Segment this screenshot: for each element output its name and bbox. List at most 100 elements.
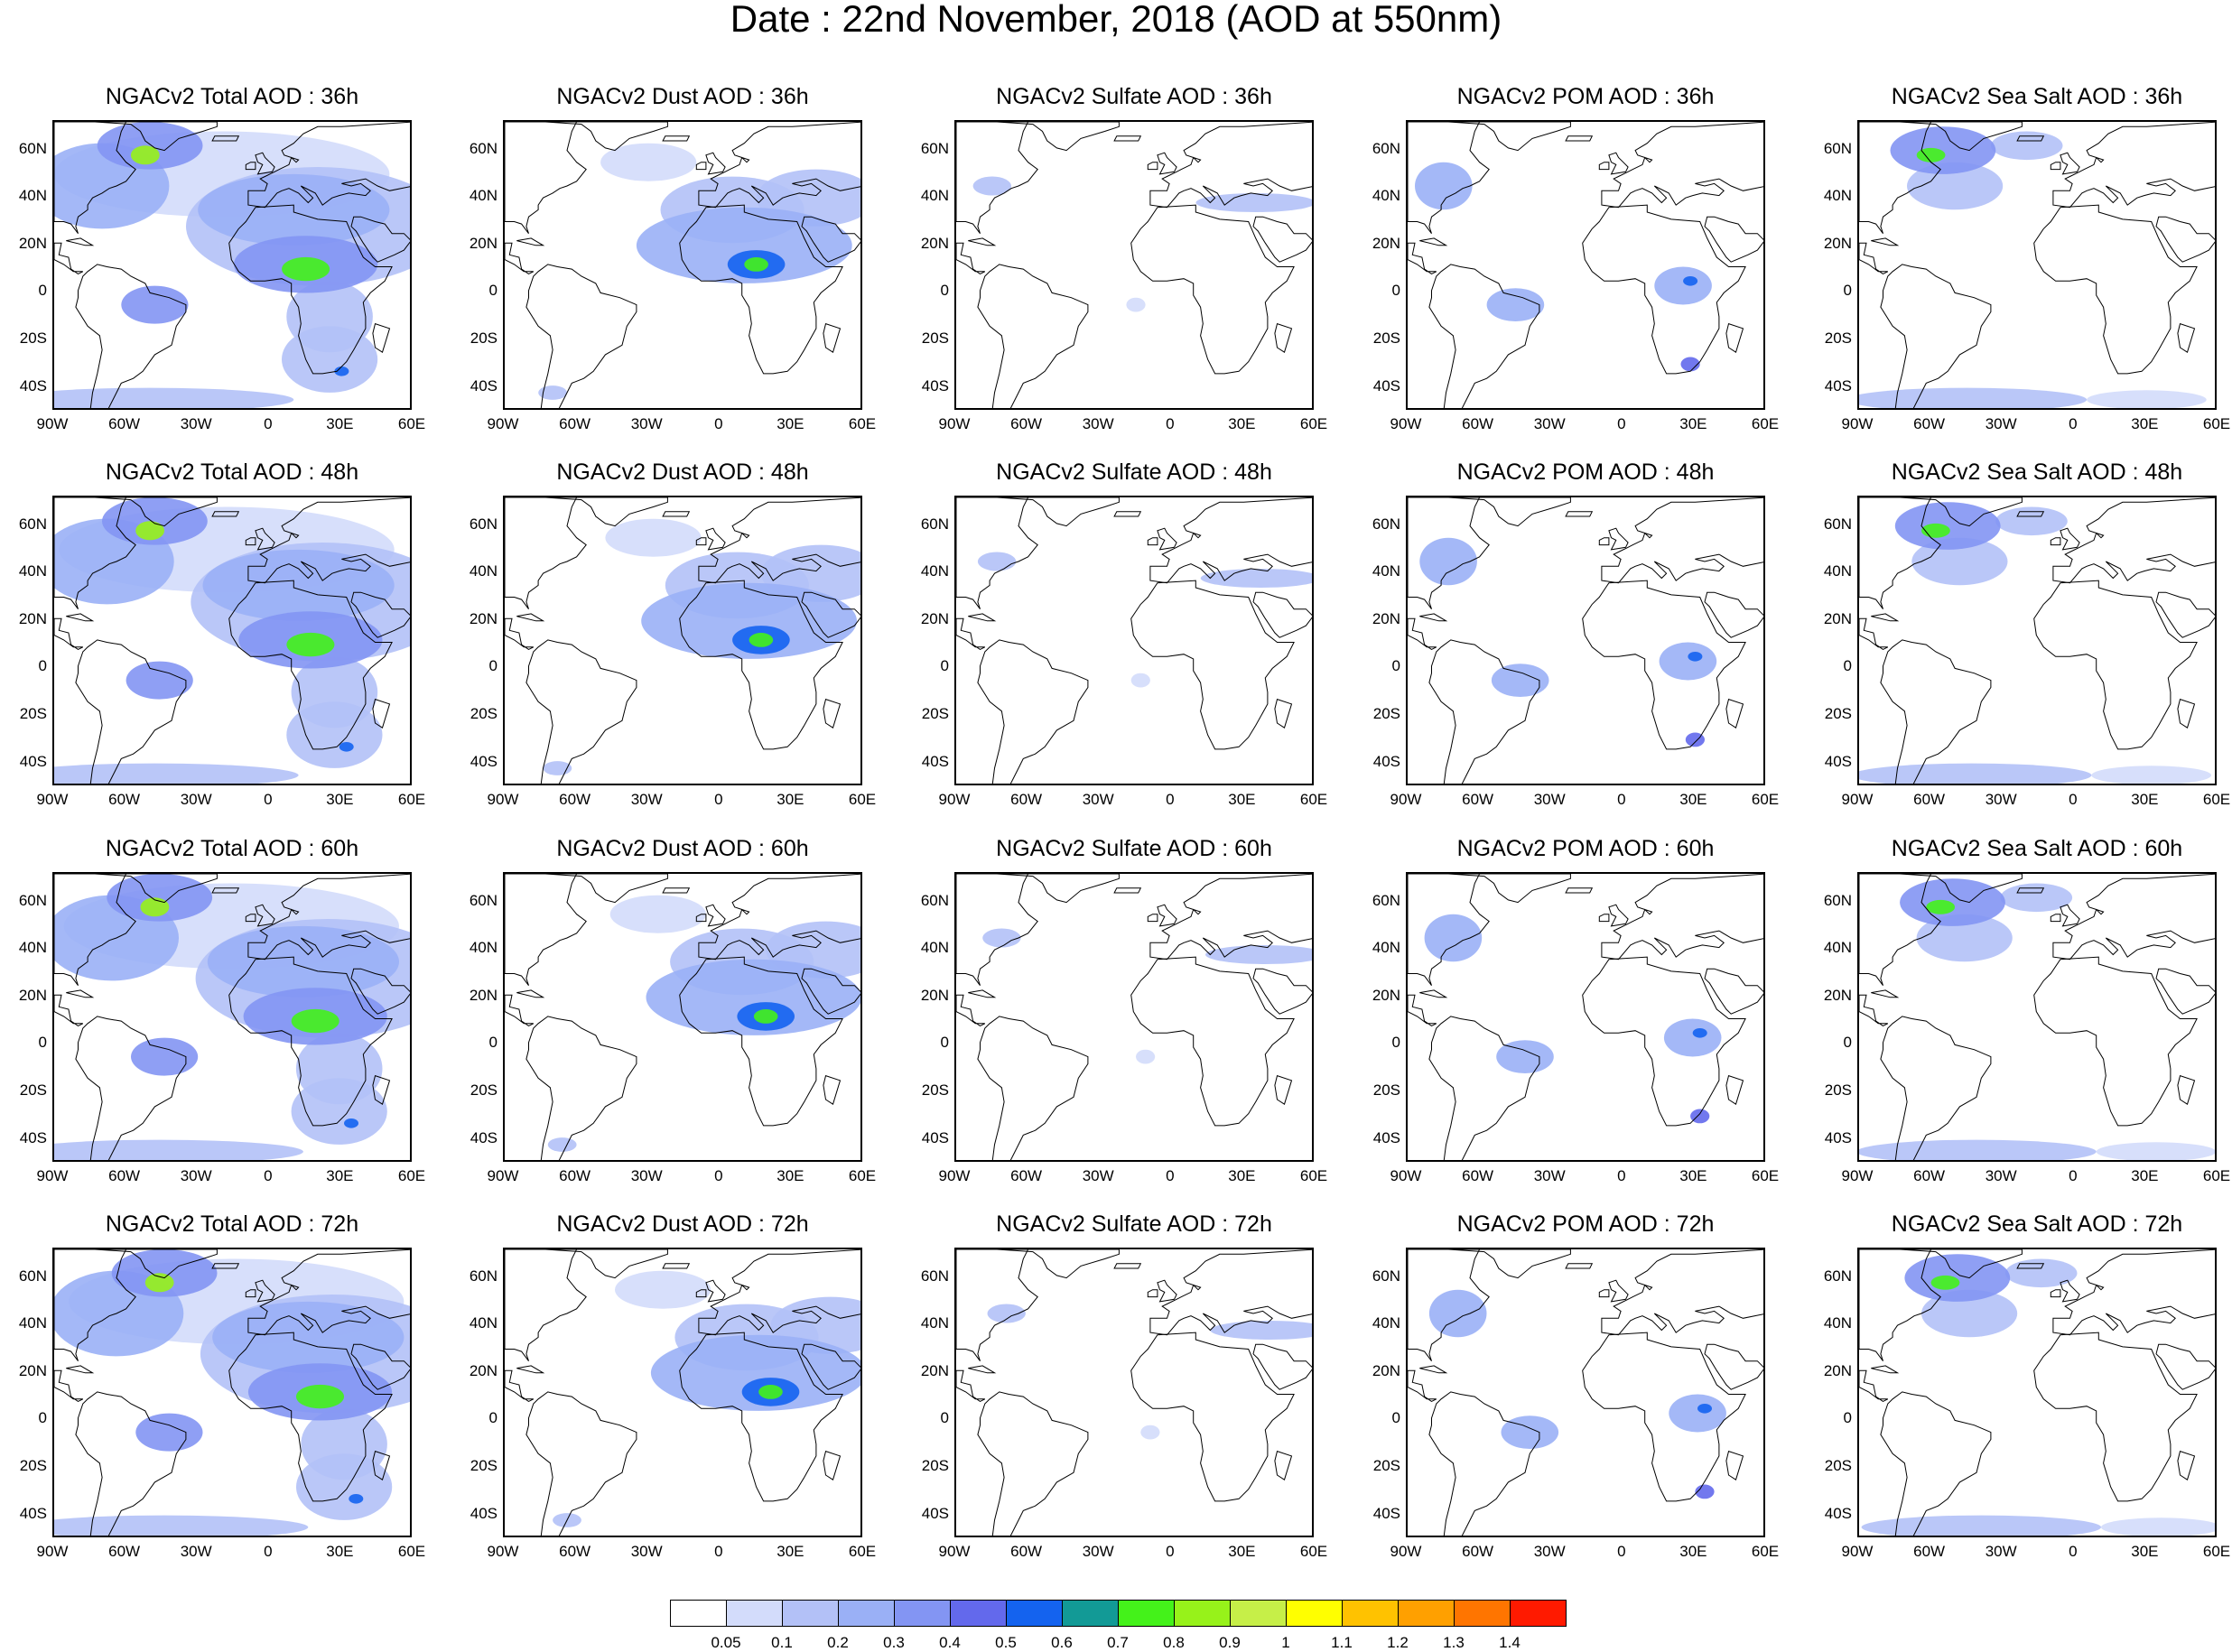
- lon-tick-label: 60E: [1751, 1543, 1780, 1560]
- aod-region: [1669, 1394, 1726, 1433]
- lat-tick-label: 20S: [1824, 1457, 1852, 1475]
- lat-tick-label: 40S: [1824, 1128, 1852, 1146]
- map-canvas: [505, 497, 860, 784]
- coastline: [1113, 135, 1142, 142]
- aod-region: [1894, 502, 2001, 550]
- map-canvas: [54, 497, 410, 784]
- panel-title: NGACv2 Sea Salt AOD : 36h: [1891, 84, 2183, 109]
- coastline: [698, 1249, 860, 1336]
- colorbar-swatch: [838, 1600, 895, 1627]
- lat-tick-label: 40S: [470, 752, 498, 770]
- lat-tick-label: 0: [1843, 657, 1852, 675]
- coastline: [823, 698, 842, 729]
- aod-region: [339, 742, 354, 752]
- coastline: [505, 122, 587, 234]
- lon-tick-label: 60W: [1010, 1167, 1043, 1184]
- lon-tick-label: 30E: [1228, 1543, 1256, 1560]
- aod-region: [1428, 1289, 1487, 1338]
- aod-region: [1210, 1321, 1312, 1340]
- coastline: [54, 874, 136, 986]
- coastline: [2177, 1074, 2196, 1105]
- coastline: [1113, 1263, 1142, 1269]
- lat-tick-label: 0: [488, 1034, 498, 1052]
- lat-tick-label: 40S: [1824, 752, 1852, 770]
- panel-title: NGACv2 POM AOD : 72h: [1456, 1211, 1715, 1237]
- aod-region: [207, 925, 399, 998]
- aod-region: [212, 1301, 405, 1373]
- coastline: [54, 1369, 84, 1402]
- coastline: [545, 497, 668, 527]
- lon-tick-label: 0: [714, 791, 723, 808]
- lon-tick-label: 90W: [938, 415, 971, 432]
- lon-tick-label: 60E: [1299, 791, 1328, 808]
- coastline: [350, 1343, 410, 1390]
- aod-region: [1995, 506, 2068, 536]
- map-pom-36h: [1406, 120, 1765, 410]
- coastline: [1608, 904, 1629, 927]
- colorbar-swatch: [782, 1600, 839, 1627]
- coastline: [1900, 1249, 2023, 1279]
- coastline: [956, 874, 1038, 986]
- coastline: [662, 511, 691, 517]
- lon-tick-label: 0: [264, 415, 273, 432]
- coastline: [1157, 152, 1177, 175]
- aod-region: [1990, 131, 2063, 161]
- coastline: [247, 497, 410, 584]
- lat-tick-label: 60N: [469, 891, 498, 909]
- lon-tick-label: 0: [1166, 1543, 1175, 1560]
- coastline: [695, 1289, 707, 1298]
- coastline: [1598, 1289, 1610, 1298]
- aod-region: [1663, 1018, 1722, 1057]
- lat-tick-label: 40S: [470, 1128, 498, 1146]
- lat-tick-label: 20S: [921, 1081, 949, 1100]
- coastline: [54, 122, 136, 234]
- aod-region: [295, 1033, 383, 1105]
- coastline: [1725, 322, 1744, 353]
- lat-tick-label: 20S: [1824, 705, 1852, 723]
- lat-tick-label: 20S: [470, 329, 498, 348]
- aod-region: [1195, 193, 1312, 212]
- coastline: [66, 613, 95, 622]
- map-sulfate-60h: [954, 872, 1314, 1162]
- aod-region: [600, 143, 697, 181]
- coastline: [1900, 497, 2023, 527]
- coastline: [372, 1450, 391, 1480]
- lat-tick-label: 20N: [18, 1361, 47, 1379]
- coastline: [1130, 956, 1295, 1127]
- colorbar-swatch: [894, 1600, 951, 1627]
- coastline: [1428, 639, 1540, 784]
- coastline: [956, 242, 986, 274]
- coastline: [1252, 968, 1312, 1015]
- colorbar-label: 0.6: [1051, 1634, 1073, 1651]
- lon-tick-label: 60W: [1462, 1543, 1494, 1560]
- map-total-36h: [52, 120, 412, 410]
- map-canvas: [1859, 874, 2215, 1160]
- aod-region: [1692, 1028, 1707, 1038]
- coastline: [1725, 1074, 1744, 1105]
- lon-tick-label: 60E: [1751, 791, 1780, 808]
- coastline: [525, 639, 637, 784]
- lon-tick-label: 60W: [1913, 1167, 1946, 1184]
- aod-region: [1690, 1109, 1710, 1124]
- lon-tick-label: 30E: [2131, 1167, 2159, 1184]
- lon-tick-label: 30W: [180, 791, 212, 808]
- coastline: [247, 1249, 410, 1336]
- coastline: [95, 874, 218, 904]
- colorbar-label: 0.8: [1163, 1634, 1185, 1651]
- panel-title: NGACv2 Total AOD : 36h: [105, 84, 359, 109]
- coastline: [2033, 956, 2198, 1127]
- coastline: [956, 1249, 1038, 1361]
- colorbar-swatch: [1006, 1600, 1063, 1627]
- coastline: [2050, 914, 2061, 923]
- colorbar-label: 0.3: [883, 1634, 905, 1651]
- lon-tick-label: 60W: [108, 1167, 141, 1184]
- lat-tick-label: 40S: [921, 1128, 949, 1146]
- coastline: [1871, 613, 1900, 622]
- lon-tick-label: 90W: [938, 1167, 971, 1184]
- coastline: [1448, 874, 1571, 904]
- lon-tick-label: 0: [2069, 415, 2078, 432]
- coastline: [516, 989, 545, 998]
- aod-region: [1859, 1139, 2097, 1160]
- aod-region: [641, 582, 857, 659]
- coastline: [1274, 1074, 1293, 1105]
